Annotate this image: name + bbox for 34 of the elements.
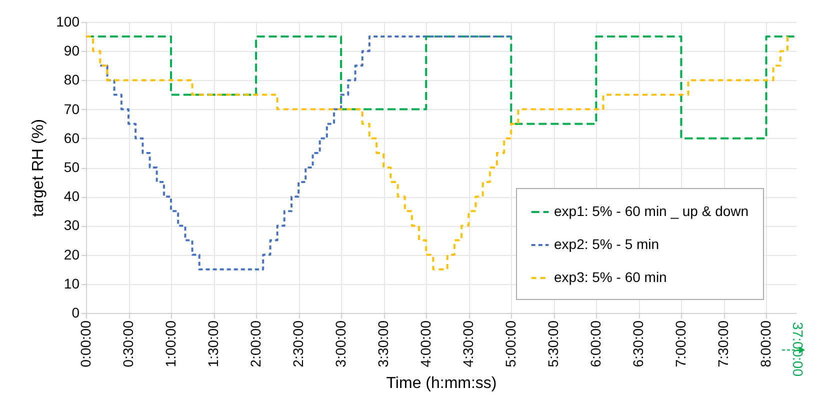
- x-tick-label: 8:00:00: [758, 320, 774, 368]
- legend-label: exp2: 5% - 5 min: [554, 236, 660, 252]
- y-tick-label: 40: [64, 188, 80, 204]
- y-tick-label: 50: [64, 159, 80, 175]
- y-tick-label: 70: [64, 100, 80, 117]
- legend-label: exp1: 5% - 60 min _ up & down: [554, 203, 749, 219]
- x-tick-label: 2:30:00: [290, 320, 306, 368]
- x-tick-label: 1:00:00: [162, 320, 179, 368]
- x-tick-label: 7:00:00: [672, 320, 689, 368]
- y-tick-label: 10: [64, 275, 80, 292]
- x-tick-label: 6:00:00: [588, 320, 604, 368]
- x-tick-label: 3:00:00: [332, 320, 349, 368]
- y-tick-label: 90: [64, 42, 80, 59]
- x-tick-label: 2:00:00: [248, 320, 264, 368]
- y-tick-label: 100: [56, 14, 80, 30]
- x-tick-label: 0:00:00: [78, 320, 94, 368]
- x-tick-label: 5:00:00: [502, 320, 519, 368]
- y-tick-label: 60: [64, 130, 80, 146]
- x-tick-label: 7:30:00: [715, 320, 732, 368]
- x-tick-label: 4:00:00: [418, 320, 434, 368]
- y-axis-title: target RH (%): [30, 119, 48, 217]
- x-tick-label: 5:30:00: [545, 320, 562, 368]
- y-tick-label: 30: [64, 217, 80, 234]
- x-tick-label: 0:30:00: [120, 320, 136, 368]
- x-tick-label: 3:30:00: [375, 320, 392, 368]
- legend-label: exp3: 5% - 60 min: [554, 269, 667, 285]
- x-tick-label: 6:30:00: [630, 320, 646, 368]
- y-tick-label: 0: [72, 304, 80, 320]
- y-tick-label: 20: [64, 246, 80, 262]
- y-tick-label: 80: [64, 72, 80, 88]
- text: 37:00:00: [790, 322, 806, 376]
- x-tick-label: 1:30:00: [205, 320, 222, 368]
- x-tick-label: 4:30:00: [460, 320, 476, 368]
- x-axis-title: Time (h:mm:ss): [386, 375, 497, 392]
